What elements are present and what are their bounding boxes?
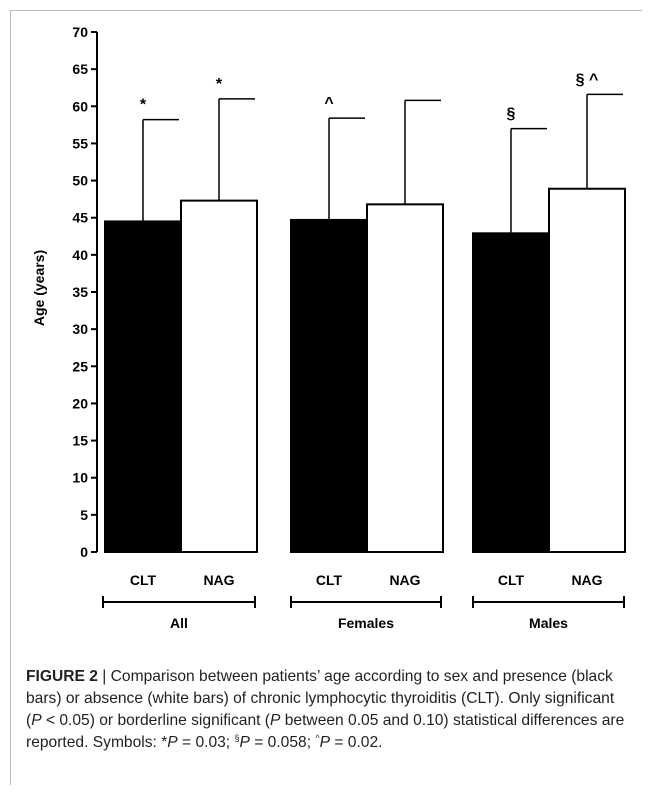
caption-separator: | <box>97 668 111 685</box>
y-tick-label: 45 <box>72 210 88 226</box>
x-category-label: NAG <box>389 572 420 588</box>
y-axis-label: Age (years) <box>31 250 47 326</box>
y-tick-label: 15 <box>72 433 88 449</box>
caption-text-5: = 0.058; <box>249 734 316 751</box>
significance-annotation: ^ <box>324 95 333 112</box>
caption-figure-label: FIGURE 2 <box>26 668 98 685</box>
y-tick-label: 5 <box>80 507 88 523</box>
caption-text-2: < 0.05) or borderline significant ( <box>41 712 271 729</box>
y-axis: 0 5 10 15 20 25 30 35 40 45 50 55 60 65 70 <box>72 24 98 560</box>
y-tick-label: 20 <box>72 395 88 411</box>
y-tick-label: 65 <box>72 61 88 77</box>
figure-top-rule <box>10 10 642 11</box>
bar-females-nag <box>366 203 444 553</box>
y-tick-label: 60 <box>72 98 88 114</box>
x-category-label: CLT <box>130 572 157 588</box>
x-category-label: CLT <box>316 572 343 588</box>
significance-annotation: § <box>507 106 516 123</box>
caption-text-3: between 0.05 and 0.10) statistical diffe… <box>26 712 625 751</box>
bar-males-clt <box>472 232 550 553</box>
caption-text-4: = 0.03; <box>177 734 235 751</box>
bar-all-nag <box>180 199 258 553</box>
y-tick-label: 55 <box>72 135 88 151</box>
caption-p-symbol: P <box>239 734 250 751</box>
bar-chart: 0 5 10 15 20 25 30 35 40 45 50 55 60 65 70 Age (years)… <box>31 24 626 631</box>
y-tick-label: 0 <box>80 544 88 560</box>
bar-females-clt <box>290 218 368 553</box>
caption-p-symbol: P <box>31 712 42 729</box>
y-tick-label: 25 <box>72 358 88 374</box>
group-brackets: All Females Males <box>102 596 625 631</box>
y-tick-label: 70 <box>72 24 88 40</box>
y-tick-label: 10 <box>72 470 88 486</box>
x-category-label: CLT <box>498 572 525 588</box>
y-tick-label: 40 <box>72 247 88 263</box>
caption-text-1: Comparison between patients’ age accordi… <box>26 668 615 729</box>
caption-text-6: = 0.02. <box>330 734 383 751</box>
group-label: All <box>170 615 188 631</box>
caption-caret-symbol: ^ <box>315 732 320 743</box>
x-category-label: NAG <box>203 572 234 588</box>
figure-caption: FIGURE 2 | Comparison between patients’ … <box>26 666 630 754</box>
significance-annotation: § ^ <box>576 71 599 88</box>
y-tick-label: 50 <box>72 173 88 189</box>
caption-p-symbol: P <box>270 712 281 729</box>
group-label: Males <box>529 615 568 631</box>
y-tick-label: 35 <box>72 284 88 300</box>
x-category-label: NAG <box>571 572 602 588</box>
figure-left-rule <box>10 10 11 785</box>
significance-annotation: * <box>140 97 147 114</box>
caption-section-symbol: § <box>234 732 240 743</box>
bar-males-nag <box>548 187 626 553</box>
bar-all-clt <box>104 220 182 554</box>
caption-p-symbol: P <box>167 734 178 751</box>
bars-layer: * CLT * NAG ^ CLT NAG § CLT § ^ NAG <box>104 71 626 588</box>
y-tick-label: 30 <box>72 321 88 337</box>
group-label: Females <box>338 615 394 631</box>
significance-annotation: * <box>216 76 223 93</box>
caption-p-symbol: P <box>319 734 331 751</box>
